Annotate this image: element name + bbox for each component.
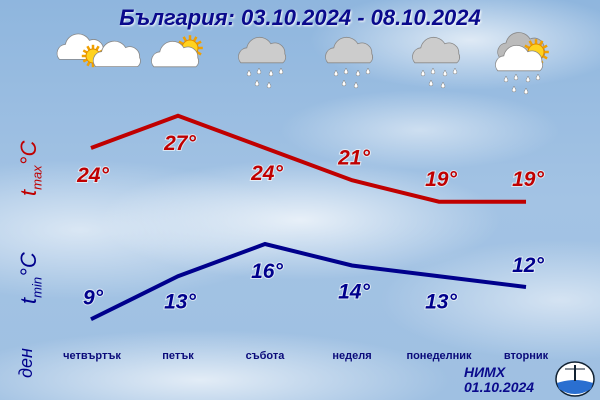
- org-name: НИМХ: [464, 364, 506, 380]
- rain-cloud-icon: [325, 36, 374, 89]
- sun-cloud-rain-icon: [495, 32, 549, 95]
- tmin-data-label: 9°: [83, 286, 104, 309]
- nimh-logo-icon: [555, 361, 595, 397]
- tmin-data-label: 13°: [164, 290, 196, 313]
- tmin-data-label: 13°: [425, 290, 457, 313]
- tmax-data-label: 21°: [337, 146, 370, 169]
- tmax-data-label: 24°: [250, 162, 283, 185]
- partly-cloudy-sun-icon: [56, 33, 141, 68]
- page-title: България: 03.10.2024 - 08.10.2024: [119, 5, 481, 30]
- tmin-line: [90, 241, 527, 322]
- day-label: петък: [162, 350, 194, 362]
- tmax-line: [90, 113, 526, 204]
- day-label: четвъртък: [63, 350, 121, 362]
- sun-behind-cloud-icon: [151, 35, 203, 68]
- tmax-data-label: 19°: [512, 168, 544, 191]
- day-label: неделя: [332, 350, 372, 362]
- tmin-data-label: 16°: [251, 260, 283, 283]
- rain-cloud-icon: [412, 36, 461, 89]
- tmin-data-label: 14°: [338, 281, 370, 304]
- day-axis-label: ден: [16, 348, 36, 378]
- tmax-data-label: 19°: [425, 168, 457, 191]
- day-label: събота: [245, 350, 285, 362]
- footer: НИМХ 01.10.2024: [464, 365, 534, 395]
- tmax-data-label: 24°: [76, 164, 109, 187]
- day-label: вторник: [503, 350, 549, 362]
- tmin-axis-label: tmin°C: [16, 252, 45, 304]
- tmax-axis-label: tmax°C: [16, 140, 45, 196]
- day-label: понеделник: [406, 350, 472, 362]
- issue-date: 01.10.2024: [464, 379, 535, 395]
- tmax-data-label: 27°: [163, 132, 196, 155]
- rain-cloud-icon: [238, 36, 287, 89]
- tmin-data-label: 12°: [512, 254, 544, 277]
